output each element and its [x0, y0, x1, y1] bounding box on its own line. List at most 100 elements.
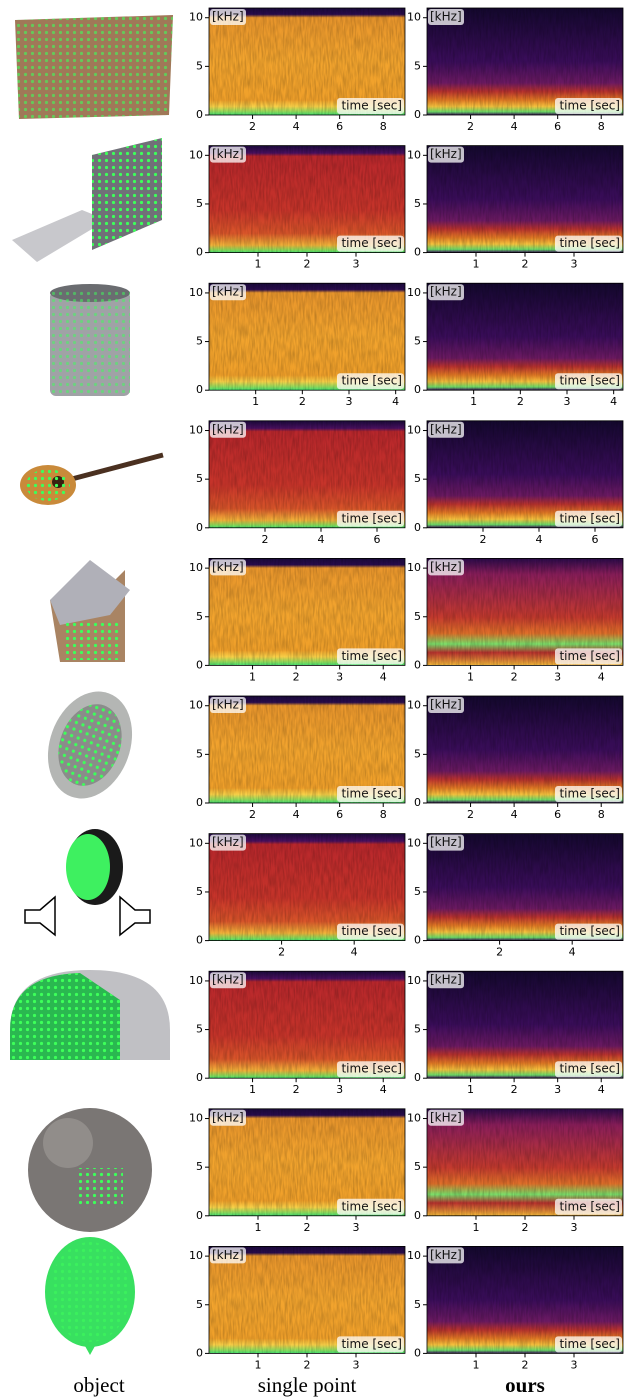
x-axis-label: time [sec]	[559, 1062, 620, 1076]
y-tick-label: 10	[407, 1112, 421, 1125]
x-tick-label: 1	[255, 258, 262, 271]
x-tick-label: 2	[299, 395, 306, 408]
y-tick-label: 5	[196, 472, 203, 485]
y-axis-label: [kHz]	[430, 560, 462, 574]
spectrogram-panel: 0510123[kHz]time [sec]	[189, 146, 405, 271]
y-tick-label: 0	[196, 1346, 203, 1359]
x-tick-label: 3	[571, 1221, 578, 1234]
y-tick-label: 10	[407, 561, 421, 574]
object-dome	[10, 970, 170, 1060]
object-ball	[28, 1108, 152, 1232]
y-axis-label: [kHz]	[430, 147, 462, 161]
y-tick-label: 0	[414, 246, 421, 259]
x-axis-label: time [sec]	[341, 1199, 402, 1213]
y-tick-label: 0	[196, 246, 203, 259]
x-tick-label: 4	[610, 395, 617, 408]
y-tick-label: 5	[196, 885, 203, 898]
y-axis-label: [kHz]	[212, 147, 244, 161]
x-tick-label: 4	[511, 120, 518, 133]
spectrogram-panel: 05102468[kHz]time [sec]	[189, 696, 405, 821]
x-tick-label: 2	[522, 1221, 529, 1234]
x-axis-label: time [sec]	[341, 99, 402, 113]
object-balloon	[45, 1237, 135, 1355]
x-tick-label: 1	[470, 395, 477, 408]
y-tick-label: 5	[196, 59, 203, 72]
y-axis-label: [kHz]	[430, 1110, 462, 1124]
x-axis-label: time [sec]	[559, 924, 620, 938]
y-tick-label: 5	[414, 610, 421, 623]
y-tick-label: 10	[189, 699, 203, 712]
y-tick-label: 0	[414, 108, 421, 121]
x-tick-label: 2	[522, 258, 529, 271]
x-tick-label: 2	[496, 946, 503, 959]
y-tick-label: 0	[414, 796, 421, 809]
x-tick-label: 3	[571, 1358, 578, 1371]
y-tick-label: 10	[407, 974, 421, 987]
y-tick-label: 0	[196, 796, 203, 809]
x-tick-label: 2	[522, 1358, 529, 1371]
y-tick-label: 5	[414, 885, 421, 898]
y-tick-label: 0	[414, 1209, 421, 1222]
x-axis-label: time [sec]	[341, 511, 402, 525]
x-tick-label: 3	[554, 670, 561, 683]
y-tick-label: 10	[189, 286, 203, 299]
y-tick-label: 5	[414, 59, 421, 72]
y-tick-label: 5	[196, 335, 203, 348]
y-tick-label: 0	[196, 1071, 203, 1084]
x-tick-label: 8	[380, 808, 387, 821]
x-tick-label: 3	[353, 258, 360, 271]
y-tick-label: 5	[196, 610, 203, 623]
x-tick-label: 2	[304, 1358, 311, 1371]
x-tick-label: 4	[318, 533, 325, 546]
x-tick-label: 1	[255, 1358, 262, 1371]
x-axis-label: time [sec]	[559, 511, 620, 525]
y-tick-label: 5	[414, 1160, 421, 1173]
spectrogram-panel: 0510123[kHz]time [sec]	[407, 1246, 623, 1371]
object-board	[15, 15, 173, 119]
spectrogram-panel: 051024[kHz]time [sec]	[407, 834, 623, 959]
x-axis-label: time [sec]	[341, 236, 402, 250]
x-tick-label: 2	[249, 808, 256, 821]
x-axis-label: time [sec]	[341, 1062, 402, 1076]
spectrogram-panel: 0510123[kHz]time [sec]	[407, 146, 623, 271]
y-tick-label: 5	[414, 1298, 421, 1311]
object-guitar	[20, 455, 163, 505]
spectrogram-panel: 0510246[kHz]time [sec]	[189, 421, 405, 546]
x-axis-label: time [sec]	[559, 374, 620, 388]
spectrogram-panel: 0510123[kHz]time [sec]	[407, 1109, 623, 1234]
x-tick-label: 3	[554, 1083, 561, 1096]
x-tick-label: 6	[336, 120, 343, 133]
y-tick-label: 0	[196, 521, 203, 534]
x-tick-label: 4	[511, 808, 518, 821]
x-tick-label: 3	[571, 258, 578, 271]
y-tick-label: 10	[407, 286, 421, 299]
x-tick-label: 4	[293, 808, 300, 821]
x-tick-label: 6	[374, 533, 381, 546]
x-tick-label: 6	[554, 120, 561, 133]
y-tick-label: 0	[414, 1071, 421, 1084]
y-tick-label: 5	[196, 747, 203, 760]
column-label: single point	[258, 1373, 357, 1397]
x-tick-label: 8	[380, 120, 387, 133]
y-axis-label: [kHz]	[430, 973, 462, 987]
x-tick-label: 1	[252, 395, 259, 408]
x-tick-label: 4	[293, 120, 300, 133]
x-axis-label: time [sec]	[559, 1337, 620, 1351]
y-tick-label: 10	[189, 11, 203, 24]
x-tick-label: 4	[392, 395, 399, 408]
y-axis-label: [kHz]	[430, 698, 462, 712]
x-axis-label: time [sec]	[559, 649, 620, 663]
y-tick-label: 10	[189, 148, 203, 161]
y-tick-label: 0	[196, 383, 203, 396]
column-label: ours	[505, 1373, 545, 1397]
y-tick-label: 5	[414, 1023, 421, 1036]
y-tick-label: 5	[414, 747, 421, 760]
x-tick-label: 2	[304, 1221, 311, 1234]
object-bin	[50, 284, 130, 396]
x-tick-label: 2	[517, 395, 524, 408]
y-axis-label: [kHz]	[212, 285, 244, 299]
